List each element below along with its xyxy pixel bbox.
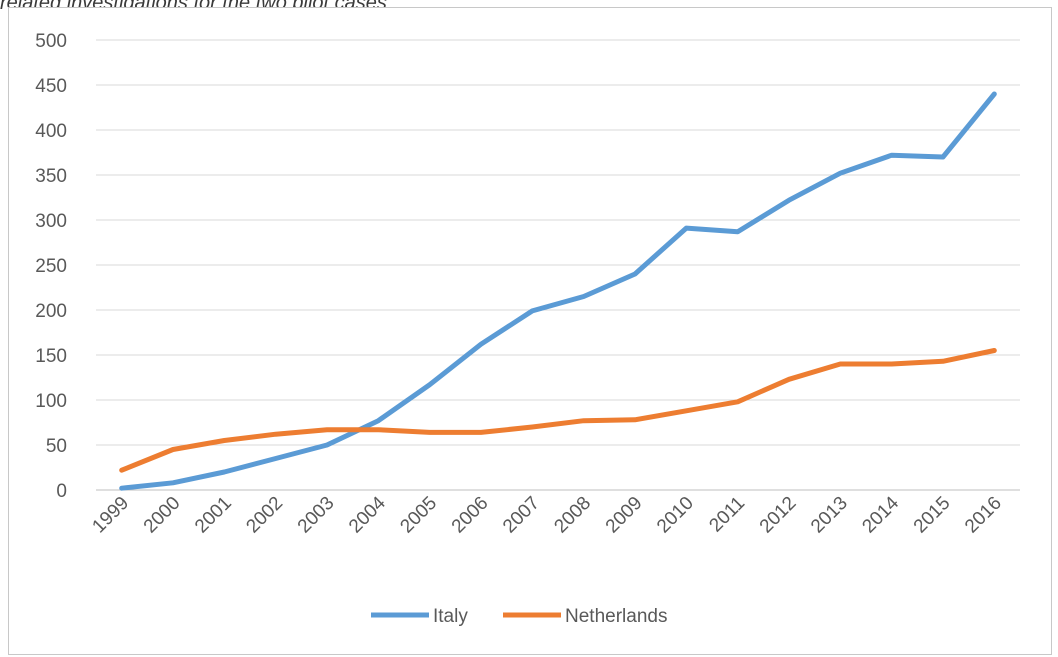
x-axis-ticks: 1999 2000 2001 2002 2003 2004 2005 2006 2007 2008… (88, 492, 1005, 537)
x-tick-label: 2007 (499, 493, 544, 538)
x-tick-label: 2002 (242, 493, 287, 538)
y-tick-label: 300 (35, 211, 67, 232)
x-tick-label: 2011 (705, 493, 749, 537)
x-tick-label: 2003 (294, 493, 339, 538)
x-tick-label: 1999 (88, 493, 133, 538)
series-line-italy (119, 91, 997, 491)
y-tick-label: 150 (35, 346, 67, 367)
y-axis-ticks: 0 50 100 150 200 250 300 350 400 450 500 (35, 31, 67, 502)
y-tick-label: 350 (35, 166, 67, 187)
x-tick-label: 2000 (140, 493, 185, 538)
x-tick-label: 2008 (550, 493, 595, 538)
x-tick-label: 2014 (858, 492, 903, 537)
x-tick-label: 2009 (602, 493, 647, 538)
legend-label-netherlands: Netherlands (565, 606, 667, 627)
y-tick-label: 200 (35, 301, 67, 322)
series-lines (119, 91, 997, 491)
y-tick-label: 500 (35, 31, 67, 52)
y-tick-label: 0 (56, 481, 67, 502)
y-tick-label: 450 (35, 76, 67, 97)
x-tick-label: 2005 (396, 493, 441, 538)
y-tick-label: 100 (35, 391, 67, 412)
y-tick-label: 250 (35, 256, 67, 277)
x-tick-label: 2015 (910, 493, 955, 538)
chart-frame: 0 50 100 150 200 250 300 350 400 450 500 1999 2000 2… (8, 7, 1052, 655)
x-tick-label: 2001 (191, 493, 236, 538)
x-tick-label: 2012 (756, 493, 801, 538)
gridlines (96, 39, 1020, 491)
x-tick-label: 2004 (345, 492, 390, 537)
legend-label-italy: Italy (433, 606, 468, 627)
series-line-netherlands (119, 348, 997, 473)
x-tick-label: 2006 (448, 493, 493, 538)
x-tick-label: 2013 (807, 493, 852, 538)
x-tick-label: 2010 (653, 493, 698, 538)
y-tick-label: 400 (35, 121, 67, 142)
y-tick-label: 50 (46, 436, 67, 457)
legend: Italy Netherlands (371, 606, 667, 627)
x-tick-label: 2016 (961, 493, 1006, 538)
